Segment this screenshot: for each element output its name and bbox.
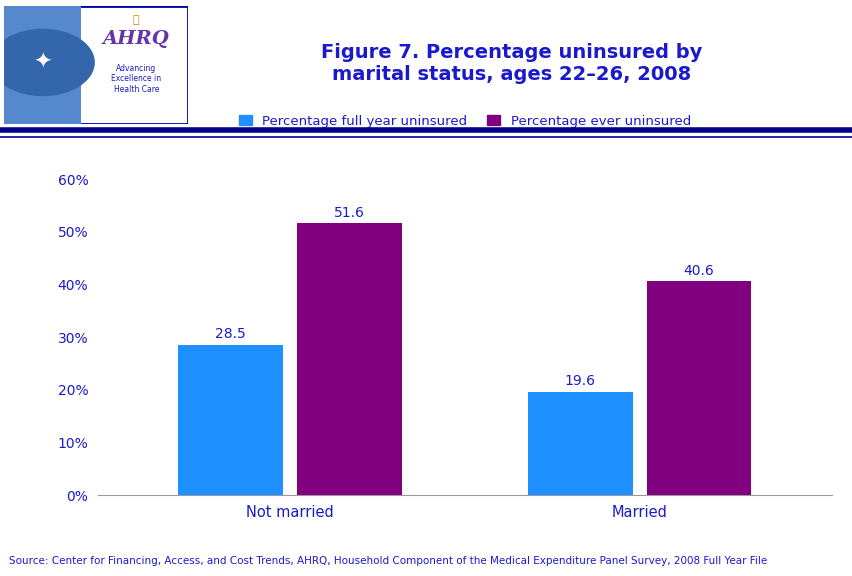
- Text: 40.6: 40.6: [682, 264, 713, 278]
- Text: 28.5: 28.5: [216, 327, 246, 342]
- Text: ⌒: ⌒: [133, 15, 140, 25]
- Legend: Percentage full year uninsured, Percentage ever uninsured: Percentage full year uninsured, Percenta…: [239, 115, 690, 128]
- Text: Source: Center for Financing, Access, and Cost Trends, AHRQ, Household Component: Source: Center for Financing, Access, an…: [9, 556, 766, 566]
- FancyBboxPatch shape: [4, 6, 187, 124]
- Circle shape: [0, 29, 94, 96]
- Text: Advancing
Excellence in
Health Care: Advancing Excellence in Health Care: [111, 64, 161, 94]
- Text: AHRQ: AHRQ: [103, 30, 170, 48]
- Text: 51.6: 51.6: [334, 206, 365, 219]
- Text: Figure 7. Percentage uninsured by
marital status, ages 22–26, 2008: Figure 7. Percentage uninsured by marita…: [320, 43, 702, 84]
- Bar: [646, 281, 751, 495]
- Text: ✦: ✦: [33, 52, 52, 73]
- FancyBboxPatch shape: [4, 6, 81, 124]
- Bar: [178, 345, 283, 495]
- Text: 19.6: 19.6: [564, 374, 595, 388]
- Bar: [527, 392, 632, 495]
- Bar: [296, 223, 401, 495]
